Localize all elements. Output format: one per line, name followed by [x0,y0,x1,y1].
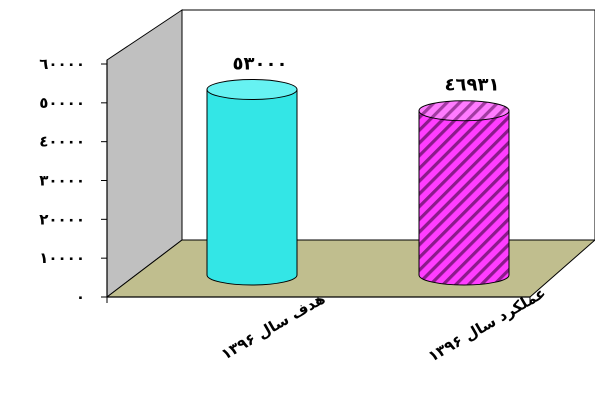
bar-body [206,89,298,286]
y-tick-label: ١٠٠٠٠ [39,249,85,267]
y-tick-label: ٦٠٠٠٠ [39,55,85,73]
chart-floor [105,239,595,298]
bars-group [206,79,510,286]
bar [418,100,510,286]
y-tick-label: ٠ [76,288,85,306]
category-label: هدف سال ۱۳۹۶ [218,289,328,363]
y-tick-label: ٣٠٠٠٠ [39,172,85,190]
bar [206,79,298,286]
y-tick-label: ٤٠٠٠٠ [39,133,85,151]
data-label: ٤٦٩٣١ [445,75,500,96]
data-label: ٥٣٠٠٠ [233,54,288,75]
data-labels-group: ٥٣٠٠٠ ٤٦٩٣١ [233,54,500,96]
bar-top [206,79,298,100]
y-tick-label: ٥٠٠٠٠ [39,94,85,112]
bar-body [418,110,510,286]
y-tick-label: ٢٠٠٠٠ [39,210,85,228]
bar-top [418,100,510,122]
y-axis-ticks: ٠ ١٠٠٠٠ ٢٠٠٠٠ ٣٠٠٠٠ ٤٠٠٠٠ ٥٠٠٠٠ ٦٠٠٠٠ [39,55,107,306]
